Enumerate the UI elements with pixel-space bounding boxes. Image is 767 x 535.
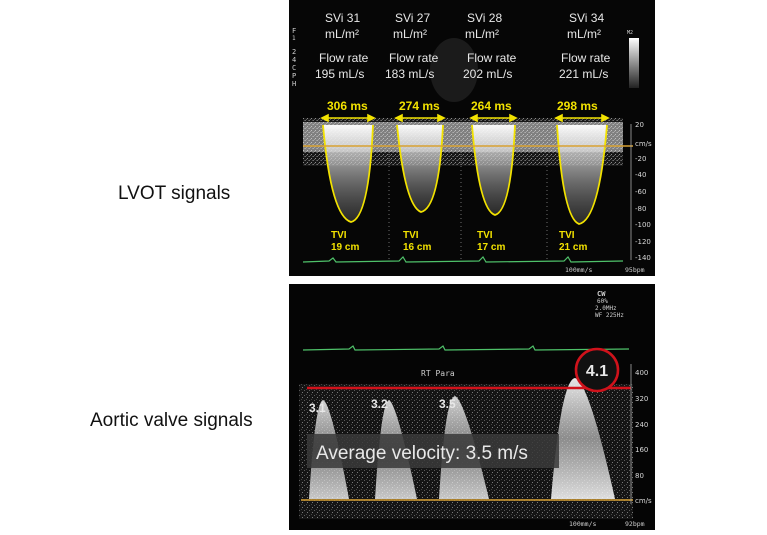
tvi-label: TVI (331, 230, 347, 241)
svi-value: SVi 34 (569, 11, 604, 25)
tvi-label: TVI (477, 230, 493, 241)
aortic-heart-rate: 92bpm (625, 520, 645, 528)
scale-tick: 240 (635, 421, 648, 429)
scale-unit: cm/s (635, 140, 652, 148)
grayscale-bar-tag: M2 (627, 30, 633, 36)
lvot-doppler-panel: M2 F 1 2 4 C P H (289, 0, 655, 276)
tvi-value: 21 cm (559, 242, 587, 253)
svi-value: SVi 28 (467, 11, 502, 25)
svg-text:1: 1 (292, 35, 296, 42)
scale-tick: -100 (635, 221, 651, 229)
flow-value: 195 mL/s (315, 67, 364, 81)
svi-unit: mL/m² (393, 27, 427, 41)
envelope-trace-1 (322, 124, 374, 223)
svg-text:H: H (292, 80, 296, 88)
grayscale-bar (629, 38, 639, 88)
lvot-beat-1: SVi 31 mL/m² Flow rate 195 mL/s 306 ms T… (315, 11, 369, 253)
max-velocity-circle (574, 347, 620, 393)
envelope-trace-4 (556, 124, 608, 225)
scale-tick: -40 (635, 171, 646, 179)
flow-value: 202 mL/s (463, 67, 512, 81)
scale-tick: -60 (635, 188, 646, 196)
aortic-velocity-scale: 400 320 240 160 80 cm/s (630, 364, 652, 505)
peak-label-2: 3.2 (371, 397, 388, 411)
flow-label: Flow rate (561, 51, 611, 65)
flow-value: 183 mL/s (385, 67, 434, 81)
tvi-label: TVI (403, 230, 419, 241)
mode-line: WF 225Hz (595, 312, 624, 319)
duration-label: 306 ms (327, 99, 368, 113)
flow-label: Flow rate (319, 51, 369, 65)
left-settings-glyphs: F 1 2 4 C P H (292, 27, 296, 88)
svi-unit: mL/m² (567, 27, 601, 41)
scale-unit: cm/s (635, 497, 652, 505)
scale-tick: -120 (635, 238, 651, 246)
duration-label: 264 ms (471, 99, 512, 113)
scale-tick: -80 (635, 205, 646, 213)
cw-mode-settings: CW 60% 2.0MHz WF 225Hz (595, 290, 624, 319)
lvot-beat-4: SVi 34 mL/m² Flow rate 221 mL/s 298 ms T… (557, 11, 611, 253)
lvot-heart-rate: 95bpm (625, 266, 645, 274)
flow-value: 221 mL/s (559, 67, 608, 81)
scale-tick: 160 (635, 446, 648, 454)
envelope-trace-3 (471, 124, 516, 216)
peak-label-1: 3.1 (309, 401, 326, 415)
flow-label: Flow rate (467, 51, 517, 65)
view-label: RT Para (421, 369, 455, 378)
aortic-doppler-panel: CW 60% 2.0MHz WF 225Hz 4.1 RT Para 3.1 3… (289, 284, 655, 530)
envelope-fill-4 (557, 125, 607, 224)
average-velocity-text: Average velocity: 3.5 m/s (316, 443, 528, 464)
svg-text:4: 4 (292, 56, 296, 64)
aortic-doppler-image: CW 60% 2.0MHz WF 225Hz 4.1 RT Para 3.1 3… (289, 284, 655, 530)
scale-tick: 20 (635, 121, 644, 129)
svi-value: SVi 27 (395, 11, 430, 25)
aortic-valve-signals-label: Aortic valve signals (90, 410, 253, 431)
max-velocity-value: 4.1 (586, 363, 608, 380)
echo-sector-hint (430, 38, 478, 102)
aortic-sweep-speed: 100mm/s (569, 520, 596, 528)
aortic-ecg-trace (302, 345, 630, 351)
average-velocity-box (307, 434, 559, 468)
tvi-value: 16 cm (403, 242, 431, 253)
lvot-beat-3: SVi 28 mL/m² Flow rate 202 mL/s 264 ms T… (463, 11, 517, 253)
tvi-label: TVI (559, 230, 575, 241)
svi-value: SVi 31 (325, 11, 360, 25)
scale-tick: -20 (635, 155, 646, 163)
envelope-tracings (322, 124, 608, 225)
scale-tick: 400 (635, 369, 648, 377)
svg-text:P: P (292, 72, 296, 80)
envelope-trace-2 (396, 124, 444, 213)
duration-label: 298 ms (557, 99, 598, 113)
duration-arrows (320, 113, 610, 123)
tvi-value: 17 cm (477, 242, 505, 253)
svg-text:C: C (292, 64, 296, 72)
lvot-beat-2: SVi 27 mL/m² Flow rate 183 mL/s 274 ms T… (385, 11, 440, 253)
scale-tick: 80 (635, 472, 644, 480)
svg-text:2: 2 (292, 48, 296, 56)
lvot-signals-label: LVOT signals (118, 183, 231, 204)
svg-text:F: F (292, 27, 296, 35)
duration-label: 274 ms (399, 99, 440, 113)
scale-tick: -140 (635, 254, 651, 262)
lvot-sweep-speed: 100mm/s (565, 266, 592, 274)
scale-tick: 320 (635, 395, 648, 403)
flow-label: Flow rate (389, 51, 439, 65)
tvi-value: 19 cm (331, 242, 359, 253)
lvot-ecg-trace (302, 256, 624, 263)
lvot-velocity-scale: 20 cm/s -20 -40 -60 -80 -100 -120 -140 (630, 121, 652, 262)
mode-line: CW (597, 290, 606, 298)
mode-line: 60% (597, 298, 608, 305)
lvot-doppler-image: M2 F 1 2 4 C P H (289, 0, 655, 276)
peak-label-3: 3.5 (439, 397, 456, 411)
svi-unit: mL/m² (325, 27, 359, 41)
mode-line: 2.0MHz (595, 305, 617, 312)
svi-unit: mL/m² (465, 27, 499, 41)
jet-4 (551, 378, 615, 499)
